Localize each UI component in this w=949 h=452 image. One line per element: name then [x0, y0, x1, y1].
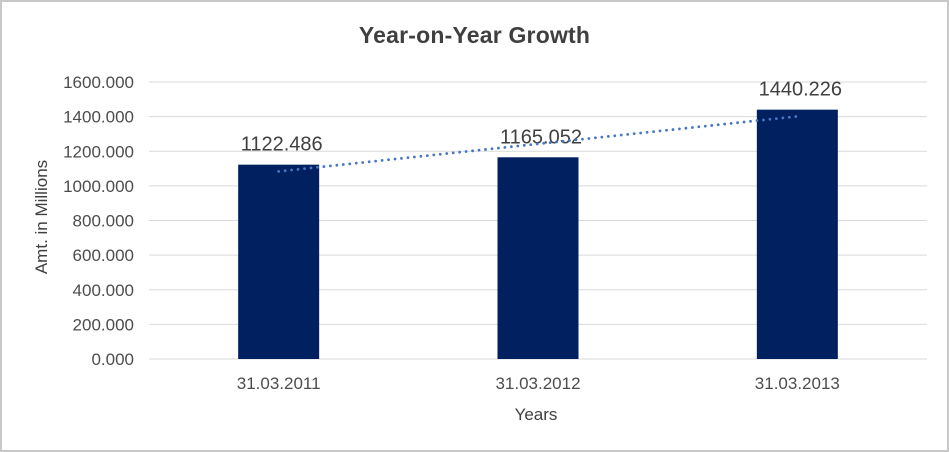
y-tick-label: 200.000 [73, 315, 134, 334]
y-tick-label: 1400.000 [63, 108, 134, 127]
y-tick-label: 800.000 [73, 212, 134, 231]
y-tick-label: 0.000 [91, 350, 134, 369]
x-tick-label: 31.03.2012 [495, 374, 580, 393]
y-tick-label: 400.000 [73, 281, 134, 300]
data-label: 1122.486 [241, 134, 323, 156]
x-axis-title: Years [514, 405, 558, 424]
y-tick-label: 1200.000 [63, 142, 134, 161]
data-label: 1440.226 [759, 79, 842, 101]
y-tick-label: 600.000 [73, 246, 134, 265]
chart-title: Year-on-Year Growth [358, 22, 591, 48]
y-tick-label: 1600.000 [63, 73, 134, 92]
bar-31-03-2011 [238, 164, 320, 359]
bar-31-03-2012 [497, 157, 579, 359]
data-label: 1165.052 [500, 126, 582, 148]
y-tick-label: 1000.000 [63, 177, 134, 196]
trendline [277, 114, 799, 173]
x-tick-label: 31.03.2011 [237, 374, 321, 393]
bar-31-03-2013 [756, 109, 838, 359]
x-tick-label: 31.03.2013 [755, 374, 840, 393]
